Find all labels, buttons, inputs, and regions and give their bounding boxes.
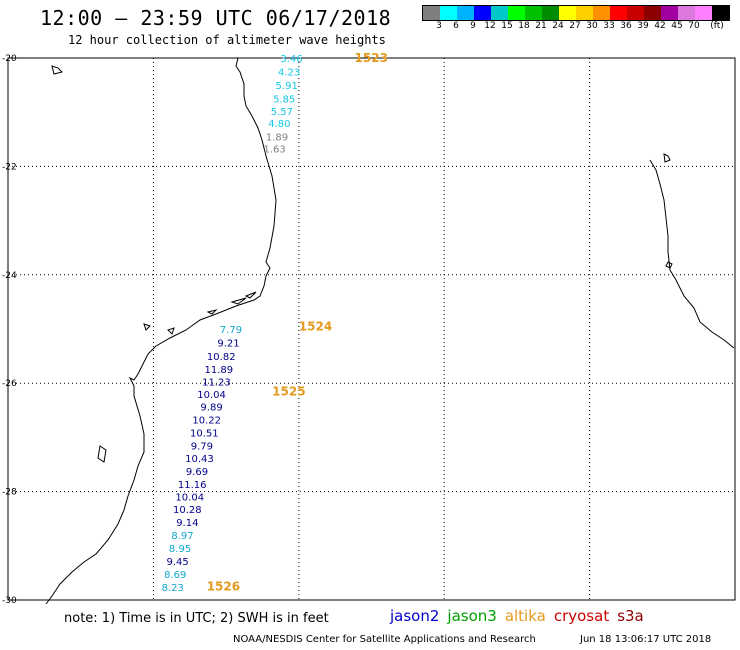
swh-value: 5.57 bbox=[271, 107, 293, 118]
color-scale-label: (ft) bbox=[710, 21, 724, 31]
swh-value: 9.45 bbox=[167, 557, 189, 568]
swh-value: 11.23 bbox=[202, 378, 231, 389]
pass-number-label: 1524 bbox=[299, 319, 332, 333]
y-tick-label: -24 bbox=[2, 271, 17, 281]
color-swatch bbox=[712, 6, 729, 20]
color-scale-label: 12 bbox=[484, 21, 496, 31]
color-swatch bbox=[525, 6, 542, 20]
map-frame bbox=[7, 57, 736, 601]
pass-number-label: 1525 bbox=[272, 384, 305, 398]
color-swatch bbox=[593, 6, 610, 20]
color-scale-label: 3 bbox=[436, 21, 442, 31]
legend-item-jason3: jason3 bbox=[447, 607, 497, 625]
color-swatch bbox=[559, 6, 576, 20]
y-tick-label: -20 bbox=[2, 54, 17, 64]
swh-value: 4.23 bbox=[278, 68, 300, 79]
swh-value: 9.14 bbox=[176, 518, 198, 529]
swh-value: 9.69 bbox=[186, 467, 208, 478]
swh-value: 5.91 bbox=[276, 81, 298, 92]
pass-number-label: 1523 bbox=[355, 51, 388, 65]
color-scale-label: 39 bbox=[637, 21, 649, 31]
swh-value: 8.69 bbox=[164, 570, 186, 581]
swh-value: 10.82 bbox=[207, 352, 236, 363]
color-swatch bbox=[678, 6, 695, 20]
swh-value: 5.85 bbox=[273, 95, 295, 106]
legend-item-altika: altika bbox=[504, 607, 546, 625]
color-swatch bbox=[474, 6, 491, 20]
swh-value: 1.63 bbox=[263, 145, 285, 156]
swh-value: 11.89 bbox=[205, 365, 234, 376]
color-scale-label: 42 bbox=[654, 21, 666, 31]
swh-value: 8.97 bbox=[171, 531, 193, 542]
page-subtitle: 12 hour collection of altimeter wave hei… bbox=[68, 33, 386, 47]
swh-value: 1.89 bbox=[266, 133, 288, 144]
swh-value: 9.21 bbox=[217, 339, 239, 350]
color-scale-label: 30 bbox=[586, 21, 598, 31]
generation-timestamp: Jun 18 13:06:17 UTC 2018 bbox=[580, 634, 712, 645]
color-swatch bbox=[644, 6, 661, 20]
color-scale-label: 27 bbox=[569, 21, 581, 31]
pass-number-label: 1526 bbox=[207, 579, 240, 593]
wave-height-values: 3.46 4.23 5.91 5.855.574.80 1.891.63 7.79 9.21… bbox=[162, 54, 303, 594]
swh-value: 9.79 bbox=[191, 442, 213, 453]
credit-text: NOAA/NESDIS Center for Satellite Applica… bbox=[233, 634, 536, 645]
swh-value: 11.16 bbox=[178, 480, 207, 491]
color-scale-label: 15 bbox=[501, 21, 513, 31]
coastline bbox=[45, 57, 735, 604]
color-scale-label: 21 bbox=[535, 21, 547, 31]
y-tick-label: -22 bbox=[2, 162, 17, 172]
legend-item-cryosat: cryosat bbox=[553, 607, 610, 625]
color-scale-label: 45 bbox=[671, 21, 683, 31]
color-swatch bbox=[695, 6, 712, 20]
legend-item-s3a: s3a bbox=[617, 607, 644, 625]
color-swatch bbox=[661, 6, 678, 20]
swh-value: 10.28 bbox=[173, 505, 202, 516]
coastline-africa bbox=[45, 57, 277, 604]
color-scale-label: 33 bbox=[603, 21, 615, 31]
color-swatch bbox=[423, 6, 440, 20]
color-swatch bbox=[440, 6, 457, 20]
y-tick-label: -30 bbox=[2, 596, 17, 604]
legend-item-jason2: jason2 bbox=[390, 607, 440, 625]
swh-value: 10.51 bbox=[190, 429, 219, 440]
swh-value: 8.23 bbox=[162, 583, 184, 594]
swh-value: 9.89 bbox=[200, 403, 222, 414]
color-scale-label: 36 bbox=[620, 21, 632, 31]
color-swatch bbox=[610, 6, 627, 20]
page-title: 12:00 – 23:59 UTC 06/17/2018 bbox=[40, 6, 392, 30]
swh-value: 10.22 bbox=[192, 416, 221, 427]
y-tick-label: -26 bbox=[2, 379, 17, 389]
coastline-madagascar bbox=[649, 159, 735, 349]
color-scale-label: 18 bbox=[518, 21, 530, 31]
color-swatch bbox=[491, 6, 508, 20]
satellite-pass-labels: 1523 1524 1525 1526 bbox=[207, 51, 388, 593]
swh-value: 7.79 bbox=[220, 325, 242, 336]
y-tick-label: -28 bbox=[2, 488, 17, 498]
color-scale-label: 6 bbox=[453, 21, 459, 31]
color-scale-bar bbox=[422, 5, 730, 21]
color-swatch bbox=[576, 6, 593, 20]
swh-value: 3.46 bbox=[280, 54, 302, 65]
swh-value: 4.80 bbox=[268, 119, 290, 130]
color-scale-label: 9 bbox=[470, 21, 476, 31]
color-swatch bbox=[457, 6, 474, 20]
color-swatch bbox=[542, 6, 559, 20]
swh-value: 10.04 bbox=[197, 390, 226, 401]
swh-value: 10.04 bbox=[175, 492, 204, 503]
color-swatch bbox=[627, 6, 644, 20]
color-scale-label: 70 bbox=[688, 21, 700, 31]
color-swatch bbox=[508, 6, 525, 20]
swh-value: 8.95 bbox=[169, 544, 191, 555]
color-scale-label: 24 bbox=[552, 21, 564, 31]
footnote: note: 1) Time is in UTC; 2) SWH is in fe… bbox=[64, 611, 329, 626]
satellite-legend: jason2 jason3 altika cryosat s3a bbox=[390, 607, 652, 625]
swh-value: 10.43 bbox=[185, 454, 214, 465]
